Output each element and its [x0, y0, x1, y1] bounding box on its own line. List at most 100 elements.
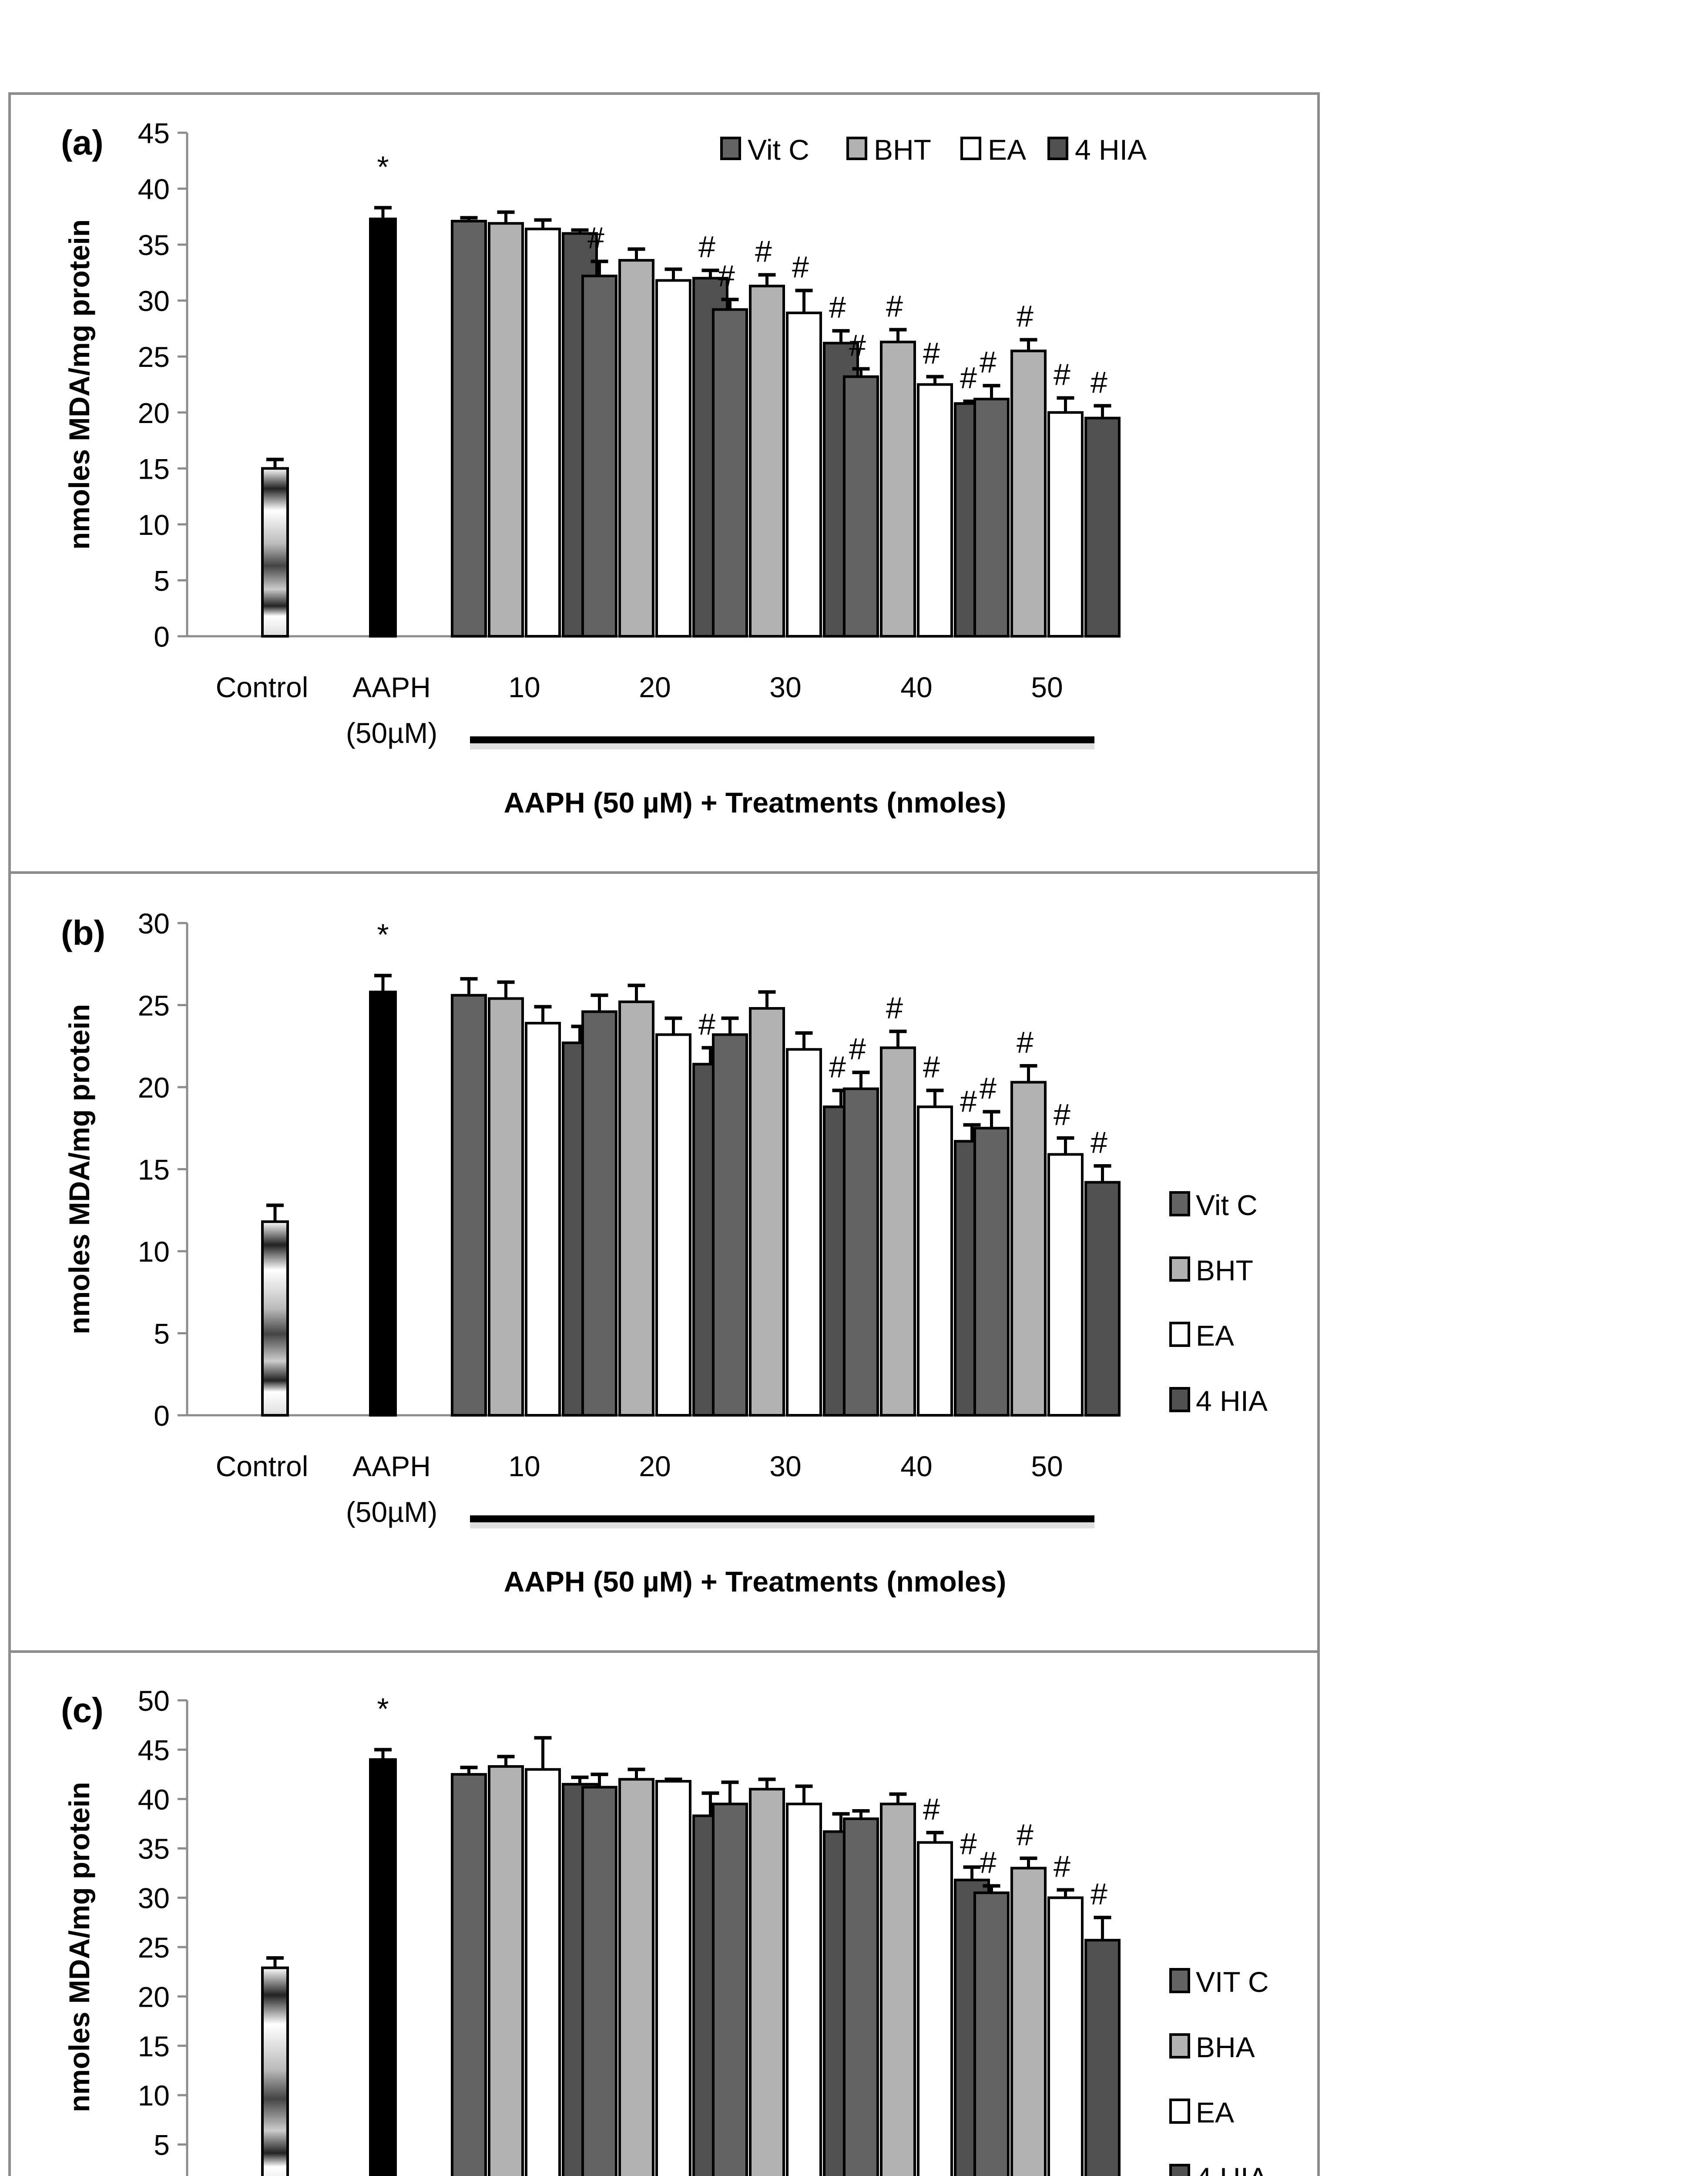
legend-swatch-vitc	[1169, 1191, 1190, 1216]
treatment-range-shadow	[470, 1522, 1094, 1528]
bar-ea	[525, 228, 561, 638]
bar-bht	[749, 1788, 785, 2176]
bar-ea	[1047, 1896, 1084, 2176]
y-tick-label: 0	[154, 621, 170, 653]
panel-label: (a)	[61, 123, 104, 162]
significance-hash: #	[1017, 1818, 1034, 1852]
y-tick-label: 5	[154, 1318, 170, 1350]
legend-label: Vit C	[1196, 1189, 1258, 1221]
legend-swatch-vitc	[720, 137, 741, 160]
x-tick-label-aaph: AAPH	[352, 1450, 431, 1482]
bar-ea	[525, 1768, 561, 2176]
bar-vitc	[973, 1127, 1010, 1417]
panel-b: 0 5 10 15 20 25 30 (b) nmoles MDA/mg protein * 10 #…	[8, 871, 1320, 1653]
y-tick-label: 0	[154, 1400, 170, 1432]
x-tick-label: 30	[769, 671, 801, 703]
x-tick-label-aaph: AAPH	[352, 671, 431, 703]
legend-swatch-bht	[846, 137, 867, 160]
y-tick-label: 45	[138, 117, 170, 149]
bar-ea	[1047, 1153, 1084, 1417]
bar-bht	[488, 222, 524, 638]
y-tick-label: 30	[138, 907, 170, 940]
bar-bht	[618, 259, 654, 638]
x-tick-label: 50	[1031, 1450, 1063, 1482]
significance-hash: #	[587, 221, 604, 255]
x-tick-label: 30	[769, 1450, 801, 1482]
bar-ea	[786, 1048, 822, 1417]
legend-swatch-bht	[1169, 1256, 1190, 1282]
significance-star: *	[377, 918, 389, 952]
significance-hash: #	[829, 290, 846, 324]
significance-hash: #	[849, 329, 866, 363]
legend-label: 4 HIA	[1075, 134, 1147, 166]
x-tick-label: 20	[639, 1450, 671, 1482]
treatment-range-shadow	[470, 743, 1094, 749]
bar-ea	[786, 1803, 822, 2176]
y-tick-label: 30	[138, 285, 170, 317]
significance-hash: #	[755, 235, 772, 269]
bar-bht	[880, 1803, 916, 2176]
panel-c: 05101520253035404550(c)nmoles MDA/mg pro…	[8, 1650, 1320, 2176]
bar-vitc	[581, 1786, 617, 2176]
x-tick-label: 10	[508, 671, 540, 703]
x-axis-title: AAPH (50 µM) + Treatments (nmoles)	[504, 1565, 1007, 1598]
bar-hia	[1084, 1939, 1121, 2176]
y-tick-label: 20	[138, 1071, 170, 1104]
significance-hash: #	[1091, 1125, 1107, 1159]
y-tick-label: 50	[138, 1685, 170, 1717]
bar-vitc	[843, 375, 879, 638]
bar-ea	[917, 383, 953, 638]
y-tick-label: 20	[138, 1981, 170, 2013]
bar-bht	[1010, 1081, 1047, 1417]
bar-bht	[1010, 1867, 1047, 2176]
y-axis-title: nmoles MDA/mg protein	[63, 1004, 95, 1334]
bar-bht	[880, 340, 916, 638]
significance-hash: #	[1054, 1849, 1070, 1883]
significance-hash: #	[980, 345, 997, 379]
legend-label: 4 HIA	[1196, 2162, 1268, 2176]
bar-control	[261, 1966, 289, 2176]
panel-frame	[8, 1650, 1320, 2176]
bar-vitc	[451, 220, 487, 638]
significance-hash: #	[980, 1071, 997, 1105]
x-tick-label: 20	[639, 671, 671, 703]
bar-hia	[1084, 416, 1121, 638]
significance-hash: #	[1017, 1025, 1034, 1059]
y-tick-label: 45	[138, 1734, 170, 1766]
bar-bht	[749, 285, 785, 638]
significance-hash: #	[718, 259, 735, 293]
y-tick-label: 30	[138, 1882, 170, 1914]
bar-vitc	[973, 1891, 1010, 2176]
significance-hash: #	[886, 991, 903, 1025]
bar-vitc	[712, 1803, 748, 2176]
y-tick-label: 15	[138, 1154, 170, 1186]
y-tick-label: 10	[138, 2079, 170, 2112]
significance-hash: #	[923, 336, 940, 370]
legend-label: BHT	[1196, 1254, 1253, 1286]
y-tick-label: 35	[138, 229, 170, 261]
significance-hash: #	[1091, 1877, 1107, 1911]
x-tick-label: 40	[900, 671, 932, 703]
bar-aaph	[369, 1758, 397, 2176]
bar-vitc	[712, 1033, 748, 1417]
legend-swatch-ea	[1169, 1322, 1190, 1347]
bar-ea	[655, 279, 691, 638]
bar-vitc	[451, 994, 487, 1417]
y-tick-label: 5	[154, 564, 170, 597]
y-tick-label: 35	[138, 1833, 170, 1865]
significance-hash: #	[980, 1845, 997, 1879]
bar-vitc	[581, 1010, 617, 1417]
significance-hash: #	[849, 1032, 866, 1066]
legend-label: 4 HIA	[1196, 1385, 1268, 1417]
y-axis-title: nmoles MDA/mg protein	[63, 1782, 95, 2112]
y-tick-label: 10	[138, 1236, 170, 1268]
legend-label: BHA	[1196, 2031, 1255, 2063]
significance-hash: #	[1091, 365, 1107, 399]
bar-ea	[786, 311, 822, 638]
significance-hash: #	[960, 1085, 977, 1118]
legend-swatch-ea	[960, 137, 981, 160]
x-tick-label-control: Control	[216, 671, 309, 703]
bar-vitc	[843, 1087, 879, 1417]
bar-bht	[749, 1007, 785, 1417]
